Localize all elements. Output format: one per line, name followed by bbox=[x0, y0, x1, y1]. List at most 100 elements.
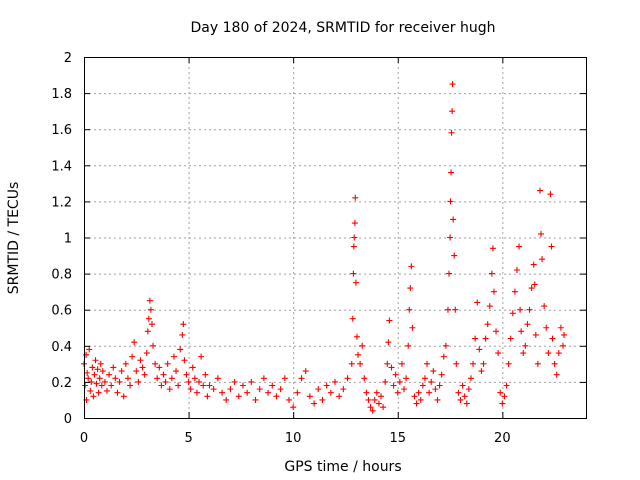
data-point bbox=[332, 378, 338, 385]
data-point bbox=[369, 407, 376, 414]
data-point bbox=[85, 375, 92, 382]
data-point bbox=[524, 321, 531, 328]
data-point bbox=[139, 364, 146, 371]
data-point bbox=[290, 404, 297, 411]
data-point bbox=[461, 393, 468, 400]
data-point bbox=[189, 364, 196, 371]
data-point bbox=[465, 386, 472, 393]
data-point bbox=[392, 371, 399, 378]
data-point bbox=[371, 396, 378, 403]
data-point bbox=[214, 375, 221, 382]
data-point bbox=[90, 393, 97, 400]
data-point bbox=[315, 386, 322, 393]
data-point bbox=[193, 389, 200, 396]
data-point bbox=[359, 342, 366, 349]
data-point bbox=[440, 353, 447, 360]
data-point bbox=[447, 198, 454, 205]
data-point bbox=[173, 368, 180, 375]
data-point bbox=[455, 389, 462, 396]
data-point bbox=[526, 306, 533, 313]
data-point bbox=[95, 389, 102, 396]
data-point bbox=[277, 386, 284, 393]
data-point bbox=[419, 382, 426, 389]
data-point bbox=[223, 396, 230, 403]
data-point bbox=[93, 380, 100, 387]
x-tick-label: 10 bbox=[285, 431, 302, 446]
data-point bbox=[83, 351, 90, 358]
data-point bbox=[265, 389, 272, 396]
data-point bbox=[118, 368, 125, 375]
data-point bbox=[505, 360, 512, 367]
data-point bbox=[244, 389, 251, 396]
data-point bbox=[175, 382, 182, 389]
data-point bbox=[269, 382, 276, 389]
data-point bbox=[204, 393, 211, 400]
data-point bbox=[553, 371, 560, 378]
data-point bbox=[131, 339, 138, 346]
data-point bbox=[340, 386, 347, 393]
data-point bbox=[219, 389, 226, 396]
data-point bbox=[517, 306, 524, 313]
data-point bbox=[92, 357, 99, 364]
data-point bbox=[448, 169, 455, 176]
data-point bbox=[164, 360, 171, 367]
grid-lines bbox=[84, 57, 586, 418]
data-point bbox=[248, 378, 255, 385]
y-tick-label: 0.2 bbox=[51, 376, 72, 391]
data-point bbox=[474, 299, 481, 306]
data-point bbox=[442, 342, 449, 349]
data-point bbox=[87, 387, 94, 394]
data-point bbox=[108, 382, 115, 389]
data-point bbox=[444, 306, 451, 313]
data-point bbox=[98, 382, 105, 389]
data-point bbox=[413, 400, 420, 407]
data-point bbox=[495, 350, 502, 357]
data-point bbox=[543, 324, 550, 331]
data-point bbox=[294, 389, 301, 396]
data-point bbox=[438, 371, 445, 378]
y-tick-label: 0.4 bbox=[51, 340, 72, 355]
data-point bbox=[285, 396, 292, 403]
data-point bbox=[520, 350, 527, 357]
data-point bbox=[545, 350, 552, 357]
data-point bbox=[319, 396, 326, 403]
data-point bbox=[522, 342, 529, 349]
data-point bbox=[198, 353, 205, 360]
data-point bbox=[532, 331, 539, 338]
data-point bbox=[181, 357, 188, 364]
data-point bbox=[409, 324, 416, 331]
data-point bbox=[200, 382, 207, 389]
data-point bbox=[239, 382, 246, 389]
data-point bbox=[137, 357, 144, 364]
data-point bbox=[323, 382, 330, 389]
data-point bbox=[457, 396, 464, 403]
data-point bbox=[538, 230, 545, 237]
data-point bbox=[357, 360, 364, 367]
data-point bbox=[146, 297, 153, 304]
data-point bbox=[156, 364, 163, 371]
data-point bbox=[260, 375, 267, 382]
data-point bbox=[447, 234, 454, 241]
data-point bbox=[122, 360, 129, 367]
data-point bbox=[463, 400, 470, 407]
data-point bbox=[127, 382, 134, 389]
data-point bbox=[129, 353, 136, 360]
axis-ticks: 00.20.40.60.811.21.41.61.820 5 10 15 20 bbox=[51, 51, 586, 446]
chart-title: Day 180 of 2024, SRMTID for receiver hug… bbox=[191, 20, 496, 36]
data-point bbox=[352, 279, 359, 286]
data-point bbox=[417, 396, 424, 403]
data-point bbox=[448, 129, 455, 136]
data-point bbox=[450, 216, 457, 223]
data-point bbox=[449, 81, 456, 88]
data-point bbox=[106, 371, 113, 378]
data-point bbox=[89, 364, 96, 371]
data-point bbox=[120, 393, 127, 400]
data-point bbox=[177, 346, 184, 353]
data-point bbox=[449, 108, 456, 115]
y-axis-title: SRMTID / TECUs bbox=[6, 182, 22, 295]
x-tick-label: 5 bbox=[184, 431, 192, 446]
data-point bbox=[196, 378, 203, 385]
data-point bbox=[434, 396, 441, 403]
data-point bbox=[363, 389, 370, 396]
